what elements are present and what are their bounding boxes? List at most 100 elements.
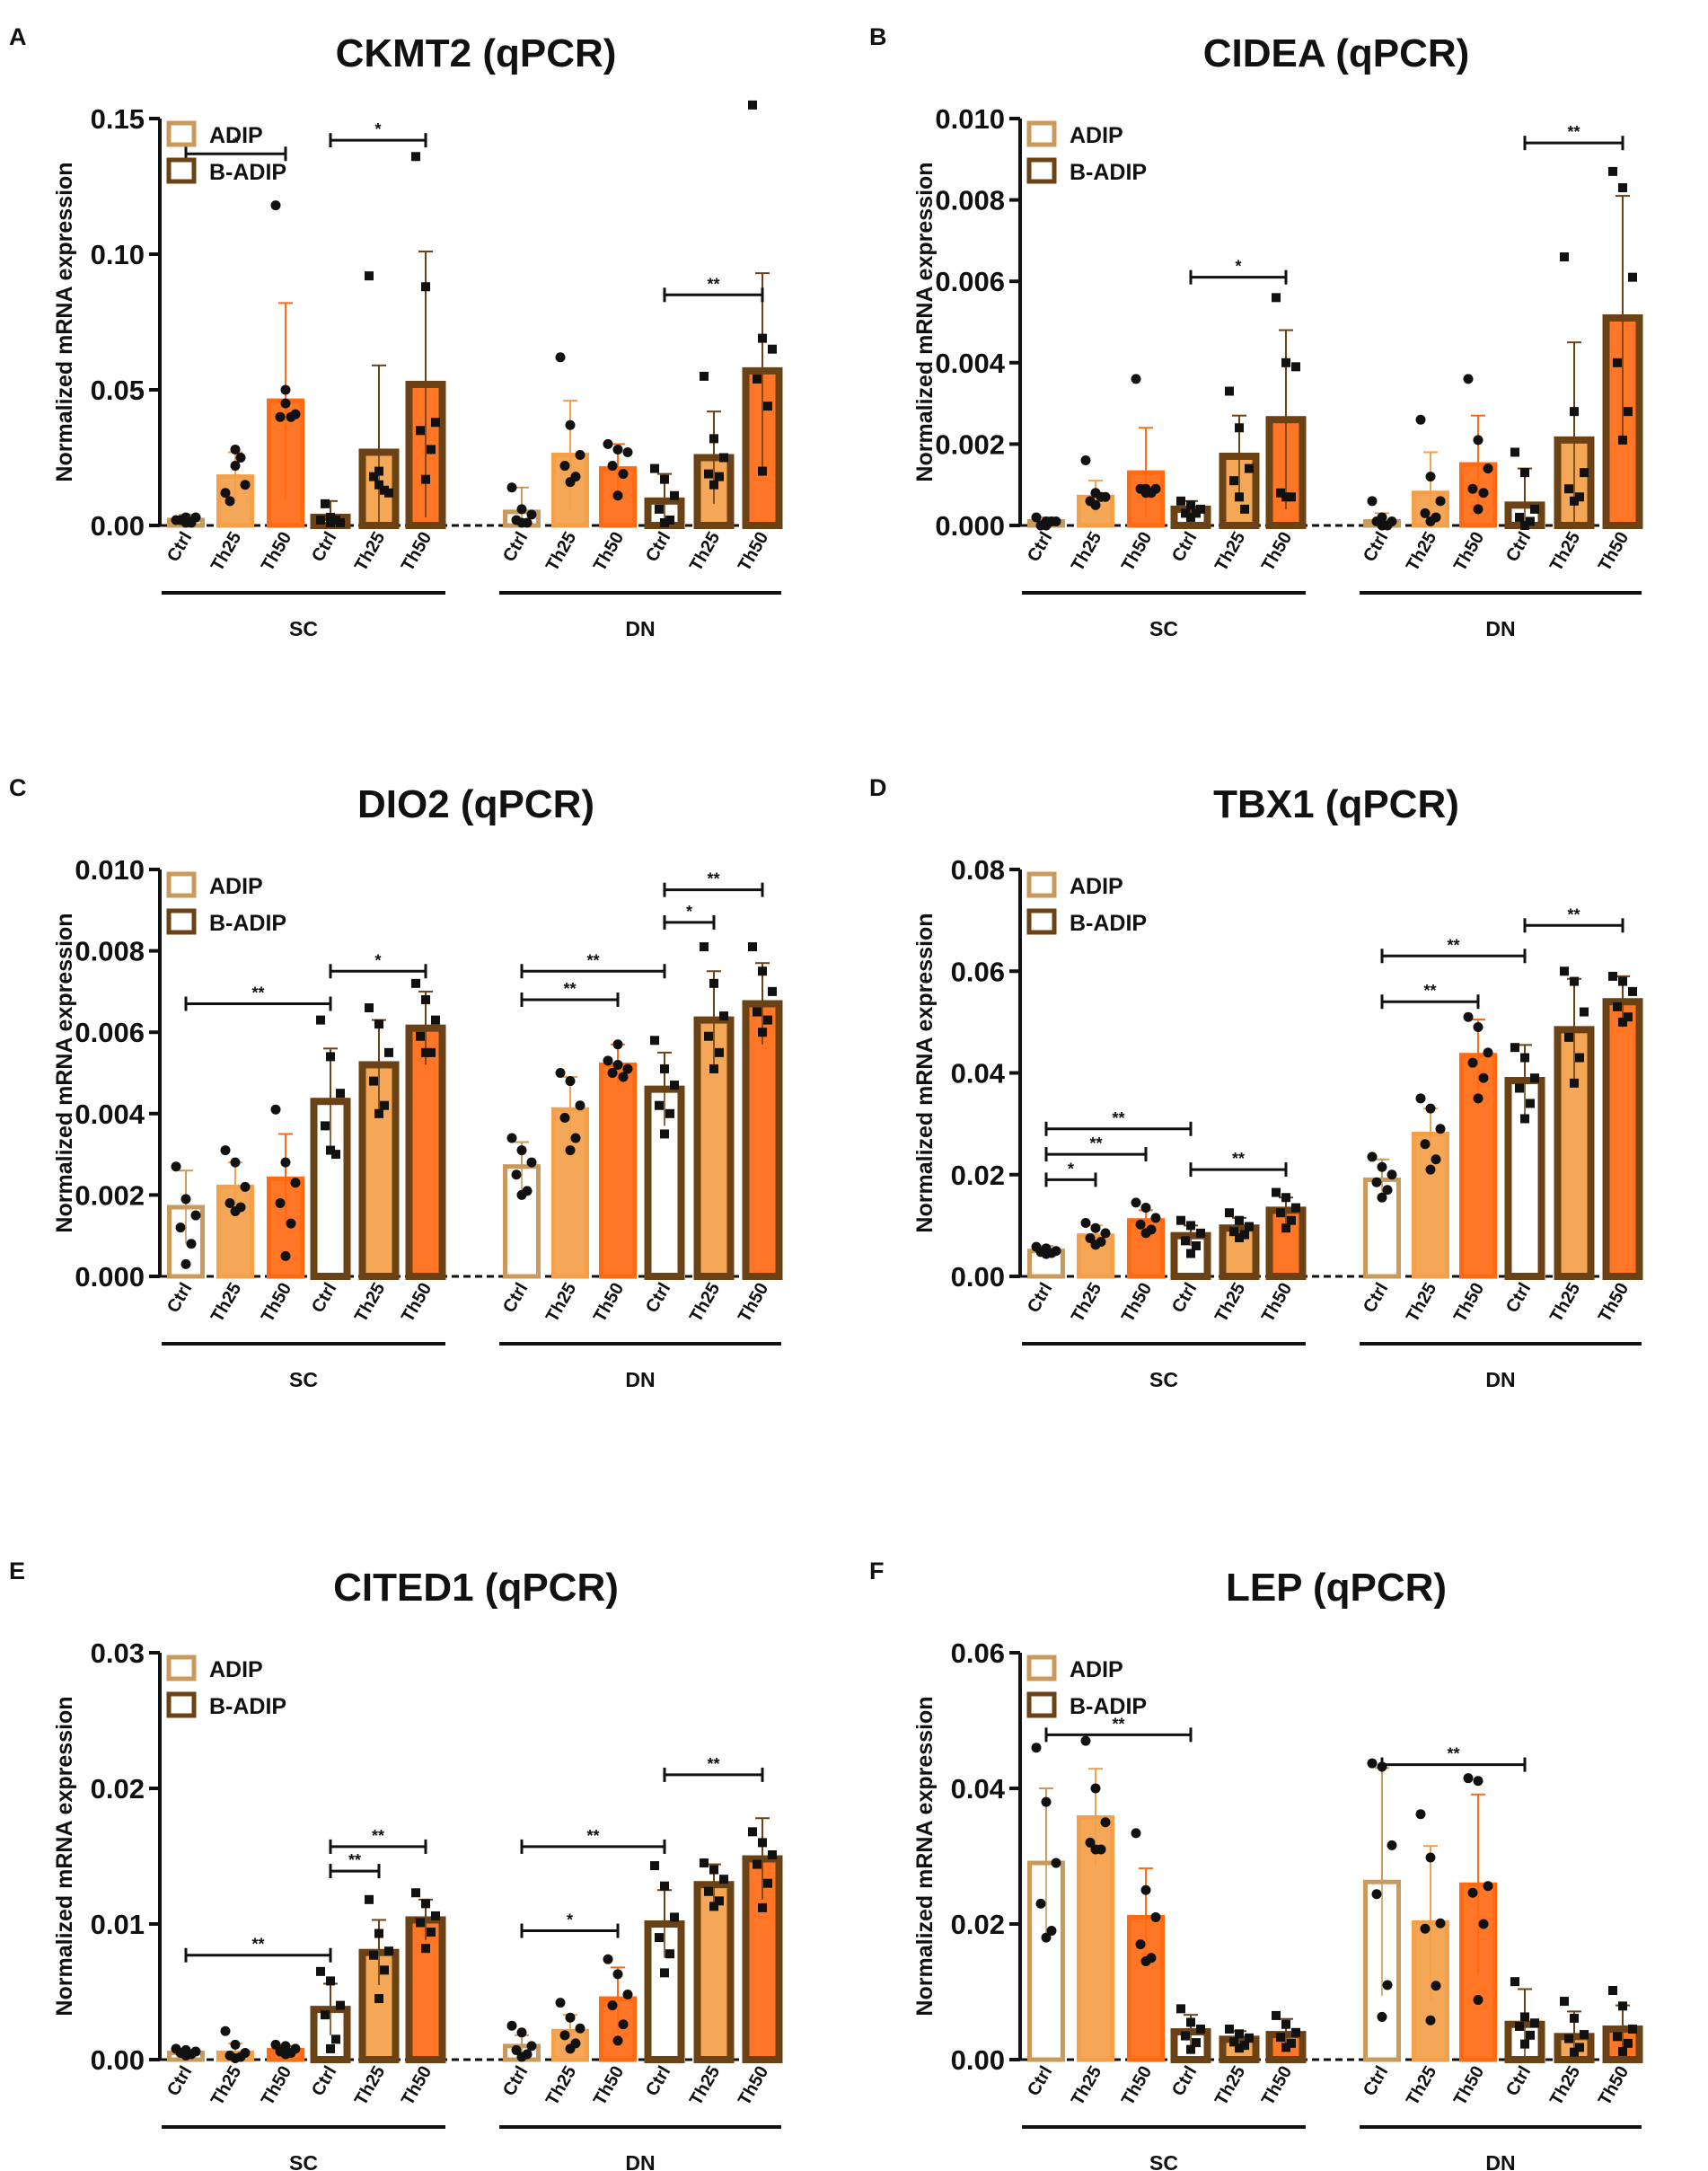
data-point bbox=[220, 488, 231, 499]
data-point bbox=[1150, 1213, 1161, 1223]
chart-title: TBX1 (qPCR) bbox=[1213, 782, 1459, 826]
x-tick-label: Ctrl bbox=[1168, 2063, 1201, 2100]
data-point bbox=[1618, 2046, 1627, 2056]
sig-label: ** bbox=[707, 1755, 719, 1773]
data-point bbox=[1580, 468, 1589, 478]
data-point bbox=[280, 398, 291, 409]
data-point bbox=[220, 1145, 231, 1156]
data-point bbox=[374, 1108, 383, 1118]
bar bbox=[599, 1062, 637, 1279]
data-point bbox=[365, 1894, 374, 1904]
data-point bbox=[516, 504, 527, 515]
data-point bbox=[431, 418, 440, 428]
x-tick-label: Th25 bbox=[1211, 1280, 1249, 1326]
data-point bbox=[565, 2012, 576, 2023]
data-point bbox=[709, 1063, 718, 1073]
data-point bbox=[421, 1944, 430, 1954]
y-tick-label: 0.00 bbox=[91, 510, 145, 542]
data-point bbox=[763, 1015, 772, 1025]
data-point bbox=[1041, 520, 1052, 531]
y-tick-label: 0.08 bbox=[951, 854, 1005, 886]
data-point bbox=[506, 482, 517, 493]
data-point bbox=[1240, 1230, 1249, 1240]
group-label: SC bbox=[289, 2151, 318, 2171]
x-tick-label: Th50 bbox=[1118, 529, 1156, 575]
data-point bbox=[421, 1899, 430, 1909]
y-tick-label: 0.00 bbox=[951, 2044, 1005, 2076]
data-point bbox=[1031, 1743, 1042, 1753]
y-tick-label: 0.01 bbox=[91, 1909, 145, 1940]
data-point bbox=[1131, 374, 1141, 384]
data-point bbox=[290, 1178, 301, 1188]
data-point bbox=[700, 371, 709, 381]
data-point bbox=[1235, 1232, 1244, 1242]
x-tick-label: Th50 bbox=[1450, 1280, 1488, 1326]
data-point bbox=[1186, 1249, 1195, 1258]
data-point bbox=[1276, 2033, 1285, 2043]
data-point bbox=[758, 1838, 767, 1848]
data-point bbox=[321, 499, 330, 508]
x-tick-label: Th50 bbox=[735, 529, 772, 575]
x-tick-label: Th50 bbox=[590, 1280, 628, 1326]
x-tick-label: Th50 bbox=[735, 1280, 772, 1326]
sig-label: * bbox=[1235, 258, 1241, 276]
x-tick-label: Th25 bbox=[686, 2063, 724, 2109]
x-tick-label: Th25 bbox=[1546, 1280, 1584, 1326]
data-point bbox=[1140, 488, 1151, 499]
data-point bbox=[427, 1047, 436, 1057]
group-label: SC bbox=[289, 1368, 318, 1391]
data-point bbox=[700, 1858, 709, 1868]
data-point bbox=[1510, 1977, 1519, 1987]
legend-label: ADIP bbox=[1070, 1657, 1123, 1682]
data-point bbox=[1478, 1072, 1489, 1083]
data-point bbox=[1371, 1889, 1382, 1900]
data-point bbox=[719, 1875, 728, 1884]
y-tick-label: 0.004 bbox=[935, 348, 1005, 379]
data-point bbox=[1624, 407, 1633, 417]
data-point bbox=[768, 344, 777, 354]
legend-swatch bbox=[1026, 157, 1057, 184]
data-point bbox=[321, 1121, 330, 1131]
data-point bbox=[1415, 414, 1426, 425]
data-point bbox=[1526, 2030, 1535, 2040]
x-tick-label: Ctrl bbox=[1502, 529, 1535, 566]
x-tick-label: Th50 bbox=[1258, 1280, 1296, 1326]
x-tick-label: Th25 bbox=[1403, 1280, 1440, 1326]
data-point bbox=[1291, 362, 1300, 372]
data-point bbox=[753, 1007, 762, 1017]
data-point bbox=[369, 1950, 378, 1960]
data-point bbox=[622, 446, 633, 457]
legend-swatch bbox=[166, 120, 197, 147]
data-point bbox=[1473, 1995, 1483, 2006]
data-point bbox=[1235, 423, 1244, 433]
data-point bbox=[1435, 1918, 1446, 1928]
data-point bbox=[1608, 166, 1617, 176]
data-point bbox=[1135, 1939, 1146, 1950]
data-point bbox=[1520, 1053, 1529, 1063]
data-point bbox=[1560, 966, 1569, 976]
data-point bbox=[1135, 1219, 1146, 1230]
data-point bbox=[1624, 1012, 1633, 1022]
y-tick-label: 0.05 bbox=[91, 375, 145, 406]
data-point bbox=[275, 1197, 286, 1208]
x-tick-label: Ctrl bbox=[308, 529, 340, 566]
data-point bbox=[1281, 357, 1290, 367]
legend-swatch bbox=[166, 1691, 197, 1718]
data-point bbox=[1051, 1858, 1061, 1868]
x-tick-label: Th25 bbox=[686, 529, 724, 575]
data-point bbox=[190, 1210, 201, 1221]
bar bbox=[1459, 1053, 1497, 1279]
data-point bbox=[665, 1949, 674, 1959]
data-point bbox=[1287, 1215, 1296, 1225]
data-point bbox=[618, 469, 629, 480]
data-point bbox=[1618, 1017, 1627, 1027]
data-point bbox=[1186, 1221, 1195, 1231]
bar bbox=[693, 1881, 735, 2063]
data-point bbox=[612, 444, 623, 454]
data-point bbox=[1176, 496, 1185, 506]
data-point bbox=[1580, 1007, 1589, 1017]
data-point bbox=[280, 384, 291, 395]
sig-label: ** bbox=[348, 1851, 361, 1869]
data-point bbox=[1608, 1985, 1617, 1995]
data-point bbox=[1287, 2038, 1296, 2048]
